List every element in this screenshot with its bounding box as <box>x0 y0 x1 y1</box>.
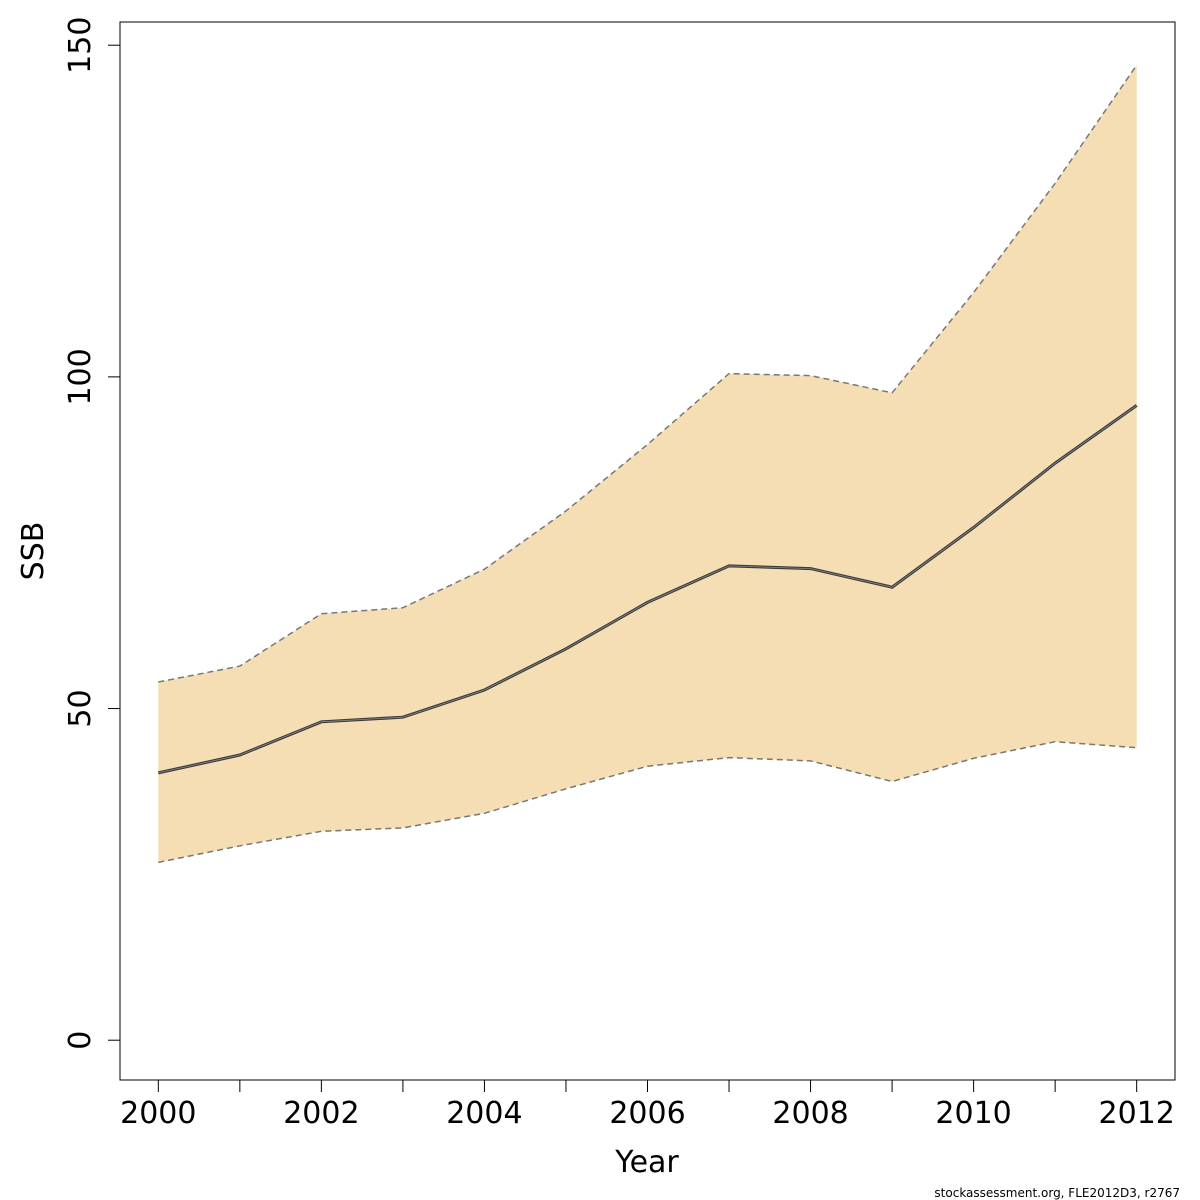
x-axis: 2000 2002 2004 2006 2008 2010 2012 <box>120 1079 1175 1131</box>
series-lines-layer <box>157 64 1138 864</box>
y-tick-label: 100 <box>63 348 98 405</box>
confidence-band <box>158 65 1137 863</box>
x-tick-label: 2000 <box>120 1096 196 1131</box>
y-tick-label: 150 <box>63 17 98 74</box>
confidence-band-layer <box>158 65 1137 863</box>
y-tick-label: 0 <box>63 1031 98 1050</box>
lower-bound-line <box>158 740 1137 864</box>
x-tick-label: 2012 <box>1099 1096 1175 1131</box>
y-axis-title: SSB <box>16 522 51 581</box>
upper-bound-line <box>158 64 1138 683</box>
x-tick-label: 2004 <box>446 1096 522 1131</box>
y-tick-label: 50 <box>63 689 98 727</box>
y-axis: 0 50 100 150 <box>63 17 121 1050</box>
x-axis-title: Year <box>614 1145 679 1180</box>
estimate-line-highlight <box>158 405 1137 774</box>
x-tick-label: 2002 <box>283 1096 359 1131</box>
x-tick-label: 2008 <box>772 1096 848 1131</box>
footnote: stockassessment.org, FLE2012D3, r2767 <box>934 1186 1180 1200</box>
x-tick-label: 2010 <box>935 1096 1011 1131</box>
x-tick-label: 2006 <box>609 1096 685 1131</box>
